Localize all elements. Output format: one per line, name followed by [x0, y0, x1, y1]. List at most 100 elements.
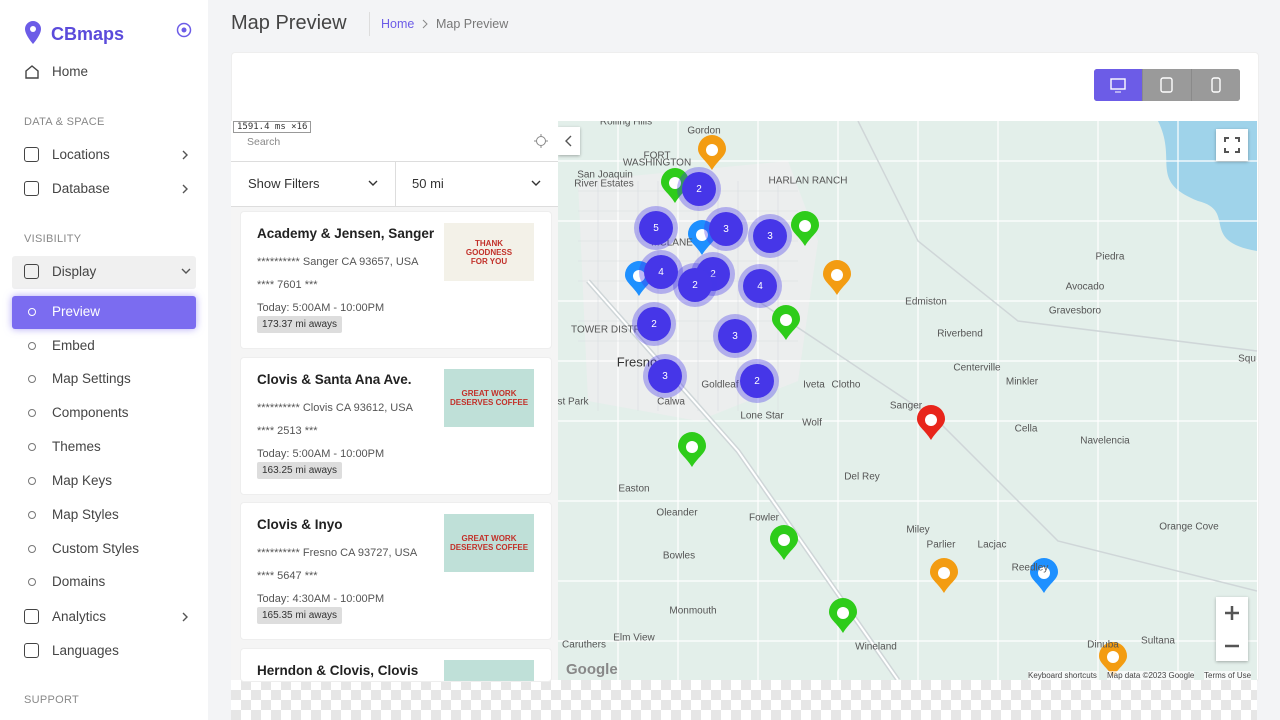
place-label: Bowles: [662, 550, 696, 562]
place-label: HARLAN RANCH: [768, 175, 848, 187]
place-label: MCLANE: [651, 237, 693, 249]
map-pin[interactable]: [678, 432, 706, 467]
map-pin[interactable]: [930, 558, 958, 593]
marker-cluster[interactable]: 2: [678, 268, 712, 302]
nav-bullet: [28, 511, 36, 519]
store-image: GREAT WORK: [444, 660, 534, 681]
place-label: Caruthers: [562, 639, 606, 651]
store-phone: **** 7601 ***: [257, 279, 318, 291]
nav-item[interactable]: Map Styles: [52, 507, 119, 522]
marker-cluster[interactable]: 3: [648, 359, 682, 393]
place-label: Del Rey: [844, 471, 880, 483]
store-address: ********** Clovis CA 93612, USA: [257, 402, 413, 414]
map-shortcuts[interactable]: Keyboard shortcuts: [1028, 671, 1097, 680]
place-label: Squ: [1238, 353, 1256, 365]
marker-cluster[interactable]: 3: [709, 212, 743, 246]
store-image: THANK GOODNESS FOR YOU: [444, 223, 534, 281]
place-label: TOWER DISTRICT: [571, 324, 657, 336]
nav-bullet: [28, 375, 36, 383]
store-hours: Today: 5:00AM - 10:00PM: [257, 302, 385, 314]
nav-item[interactable]: Analytics: [52, 609, 107, 624]
place-label: Fowler: [748, 512, 780, 524]
map-terms[interactable]: Terms of Use: [1204, 671, 1252, 680]
filter-dropdown[interactable]: [231, 162, 396, 207]
place-label: Edmiston: [905, 296, 947, 308]
place-label: Navelencia: [1080, 435, 1130, 447]
marker-cluster[interactable]: 5: [639, 211, 673, 245]
map-pin[interactable]: [791, 211, 819, 246]
map[interactable]: Rolling Hills Gordon FORT WASHINGTON San Joa…: [558, 121, 1257, 680]
place-label: Easton: [618, 483, 650, 495]
map-pin[interactable]: [1030, 558, 1058, 593]
nav-item[interactable]: Custom Styles: [52, 541, 140, 556]
image-text: GOODNESS: [465, 247, 513, 257]
nav-item[interactable]: Domains: [52, 574, 106, 589]
place-label: Orange Cove: [1159, 521, 1219, 533]
store-card[interactable]: Herndon & Clovis, Clovis GREAT WORK: [240, 648, 552, 682]
map-pin[interactable]: [917, 405, 945, 440]
map-pin[interactable]: [829, 598, 857, 633]
divider: [369, 12, 370, 36]
nav-home[interactable]: Home: [52, 64, 89, 79]
marker-cluster[interactable]: 4: [743, 269, 777, 303]
marker-cluster[interactable]: 2: [637, 307, 671, 341]
marker-cluster[interactable]: 4: [644, 255, 678, 289]
locate-icon[interactable]: [534, 134, 548, 148]
nav-item[interactable]: Embed: [52, 338, 95, 353]
desktop-button[interactable]: [1094, 69, 1142, 101]
place-label: Minkler: [1005, 376, 1039, 388]
image-text: DESERVES COFFEE: [449, 398, 529, 407]
fullscreen-button[interactable]: [1216, 129, 1248, 161]
marker-cluster[interactable]: 3: [718, 319, 752, 353]
map-pin[interactable]: [698, 135, 726, 170]
store-hours: Today: 4:30AM - 10:00PM: [257, 593, 385, 605]
map-pin[interactable]: [772, 305, 800, 340]
zoom-in[interactable]: [1216, 597, 1248, 629]
marker-cluster[interactable]: 3: [753, 219, 787, 253]
place-label: st Park: [558, 396, 589, 408]
breadcrumb-home[interactable]: Home: [381, 17, 415, 31]
collapse-panel[interactable]: [558, 127, 580, 155]
tablet-button[interactable]: [1143, 69, 1191, 101]
radius-dropdown[interactable]: [396, 162, 558, 207]
nav-item[interactable]: Languages: [52, 643, 119, 658]
nav-item[interactable]: Database: [52, 181, 110, 196]
nav-item[interactable]: Locations: [52, 147, 110, 162]
nav-item[interactable]: Map Keys: [52, 473, 113, 488]
map-pin[interactable]: [823, 260, 851, 295]
place-label: Gordon: [687, 125, 721, 137]
map-pin[interactable]: [1099, 642, 1127, 677]
store-card[interactable]: Clovis & Inyo ********** Fresno CA 93727,…: [240, 502, 552, 640]
place-label: Parlier: [926, 539, 956, 551]
zoom-out[interactable]: [1216, 629, 1248, 661]
chevron: [181, 268, 191, 274]
nav-item[interactable]: Map Settings: [52, 371, 131, 386]
collapse-toggle[interactable]: [176, 22, 192, 38]
place-label: Fresno: [616, 354, 658, 370]
nav-bullet: [28, 578, 36, 586]
store-card[interactable]: Academy & Jensen, Sanger ********** Sange…: [240, 211, 552, 349]
nav-icon: [24, 147, 39, 162]
store-phone: **** 5647 ***: [257, 570, 318, 582]
marker-cluster[interactable]: 2: [740, 364, 774, 398]
sidebar: CBmaps Home DATA & SPACE Locations Databas…: [0, 0, 208, 720]
map-pin[interactable]: [770, 525, 798, 560]
mobile-button[interactable]: [1192, 69, 1240, 101]
place-label: River Estates: [574, 178, 634, 190]
nav-item[interactable]: Display: [52, 264, 97, 279]
nav-item[interactable]: Themes: [52, 439, 101, 454]
nav-bullet: [28, 342, 36, 350]
section-title: SUPPORT: [24, 694, 80, 706]
place-label: Centerville: [953, 362, 1001, 374]
place-label: WASHINGTON: [622, 157, 692, 169]
map-pin[interactable]: [661, 168, 689, 203]
nav-item[interactable]: Preview: [52, 304, 101, 319]
place-label: San Joaquin: [577, 169, 633, 181]
place-label: Clotho: [831, 379, 861, 391]
perf-meter: 1591.4 ms ×16: [233, 121, 312, 133]
place-label: Lacjac: [977, 539, 1007, 551]
store-card[interactable]: Clovis & Santa Ana Ave. ********** Clovis…: [240, 357, 552, 495]
nav-item[interactable]: Components: [52, 405, 129, 420]
marker-cluster[interactable]: 2: [682, 172, 716, 206]
